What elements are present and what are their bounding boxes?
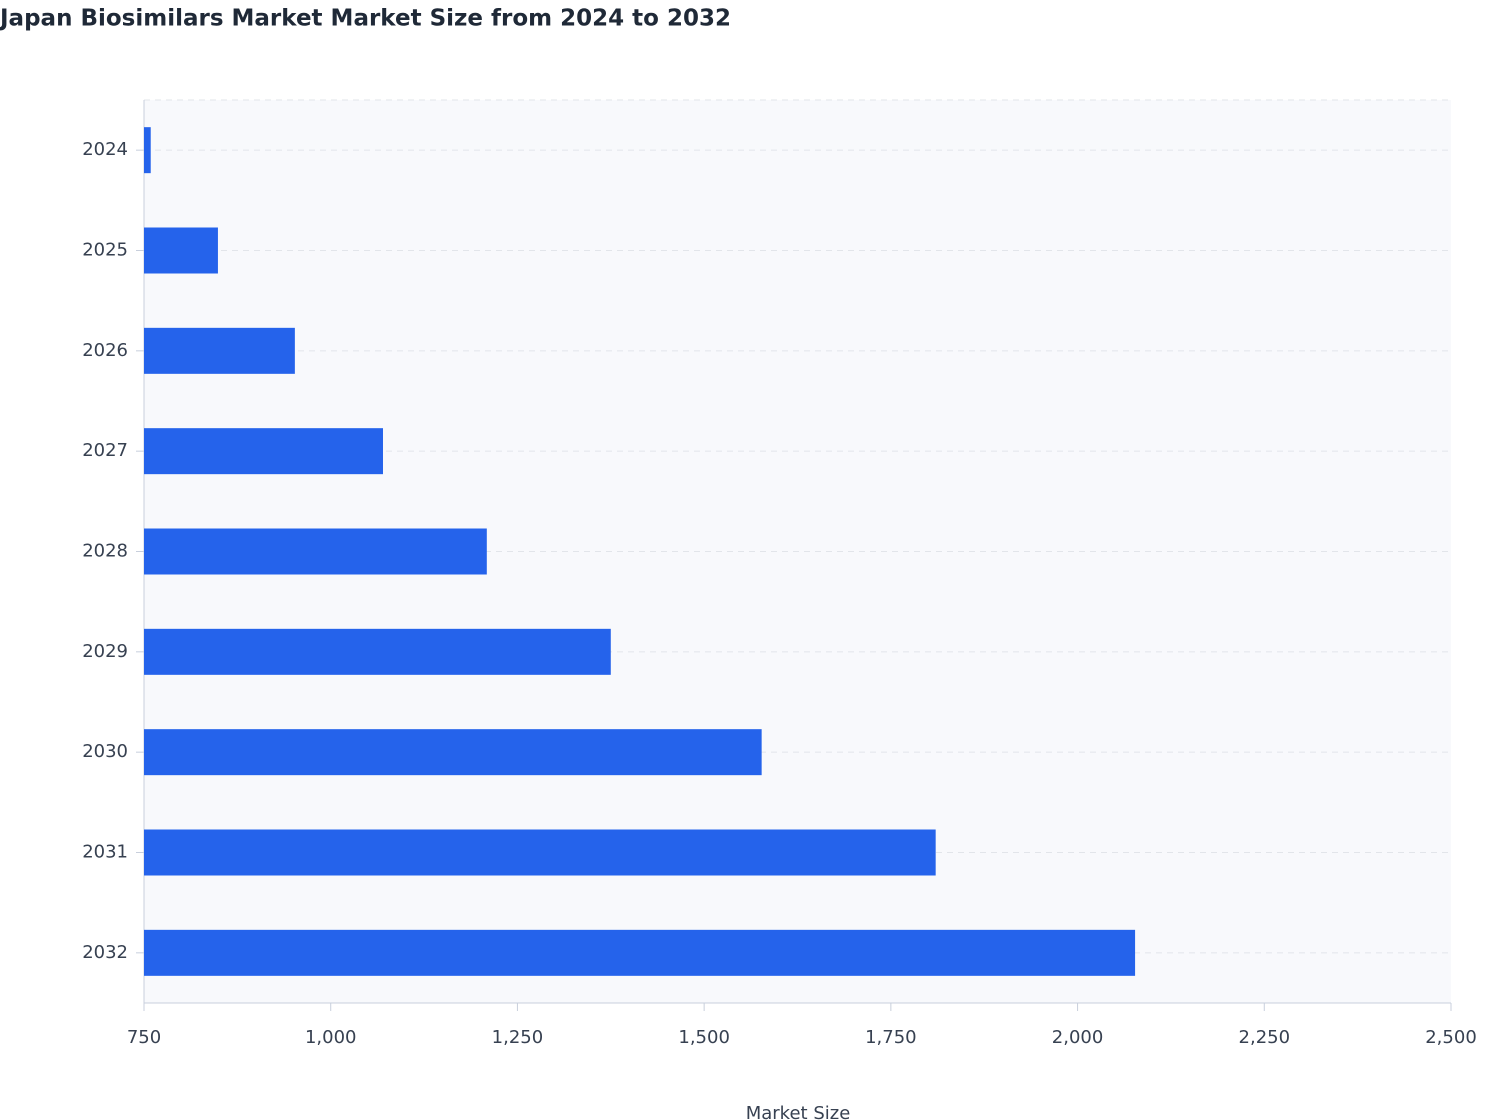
y-tick-label: 2024 — [82, 139, 128, 160]
bar — [144, 929, 1136, 976]
y-tick-label: 2025 — [82, 240, 128, 261]
bar — [144, 227, 218, 274]
y-tick-label: 2028 — [82, 541, 128, 562]
y-tick-label: 2030 — [82, 741, 128, 762]
x-tick-label: 1,750 — [865, 1027, 917, 1048]
x-tick-label: 2,250 — [1239, 1027, 1291, 1048]
y-tick-label: 2027 — [82, 440, 128, 461]
x-tick-label: 1,000 — [305, 1027, 357, 1048]
chart-title: Japan Biosimilars Market Market Size fro… — [0, 6, 731, 32]
x-tick-label: 750 — [127, 1027, 161, 1048]
bar — [144, 428, 383, 475]
x-tick-label: 1,250 — [492, 1027, 544, 1048]
y-tick-label: 2032 — [82, 942, 128, 963]
x-tick-label: 2,500 — [1425, 1027, 1477, 1048]
bar — [144, 628, 611, 675]
y-tick-label: 2031 — [82, 842, 128, 863]
x-axis-title: Market Size — [746, 1103, 851, 1120]
bar — [144, 528, 487, 575]
bar — [144, 327, 295, 374]
bar — [144, 127, 151, 174]
bar — [144, 729, 762, 776]
x-tick-label: 2,000 — [1052, 1027, 1104, 1048]
bar — [144, 829, 936, 876]
x-tick-label: 1,500 — [678, 1027, 730, 1048]
y-tick-label: 2026 — [82, 340, 128, 361]
y-tick-label: 2029 — [82, 641, 128, 662]
